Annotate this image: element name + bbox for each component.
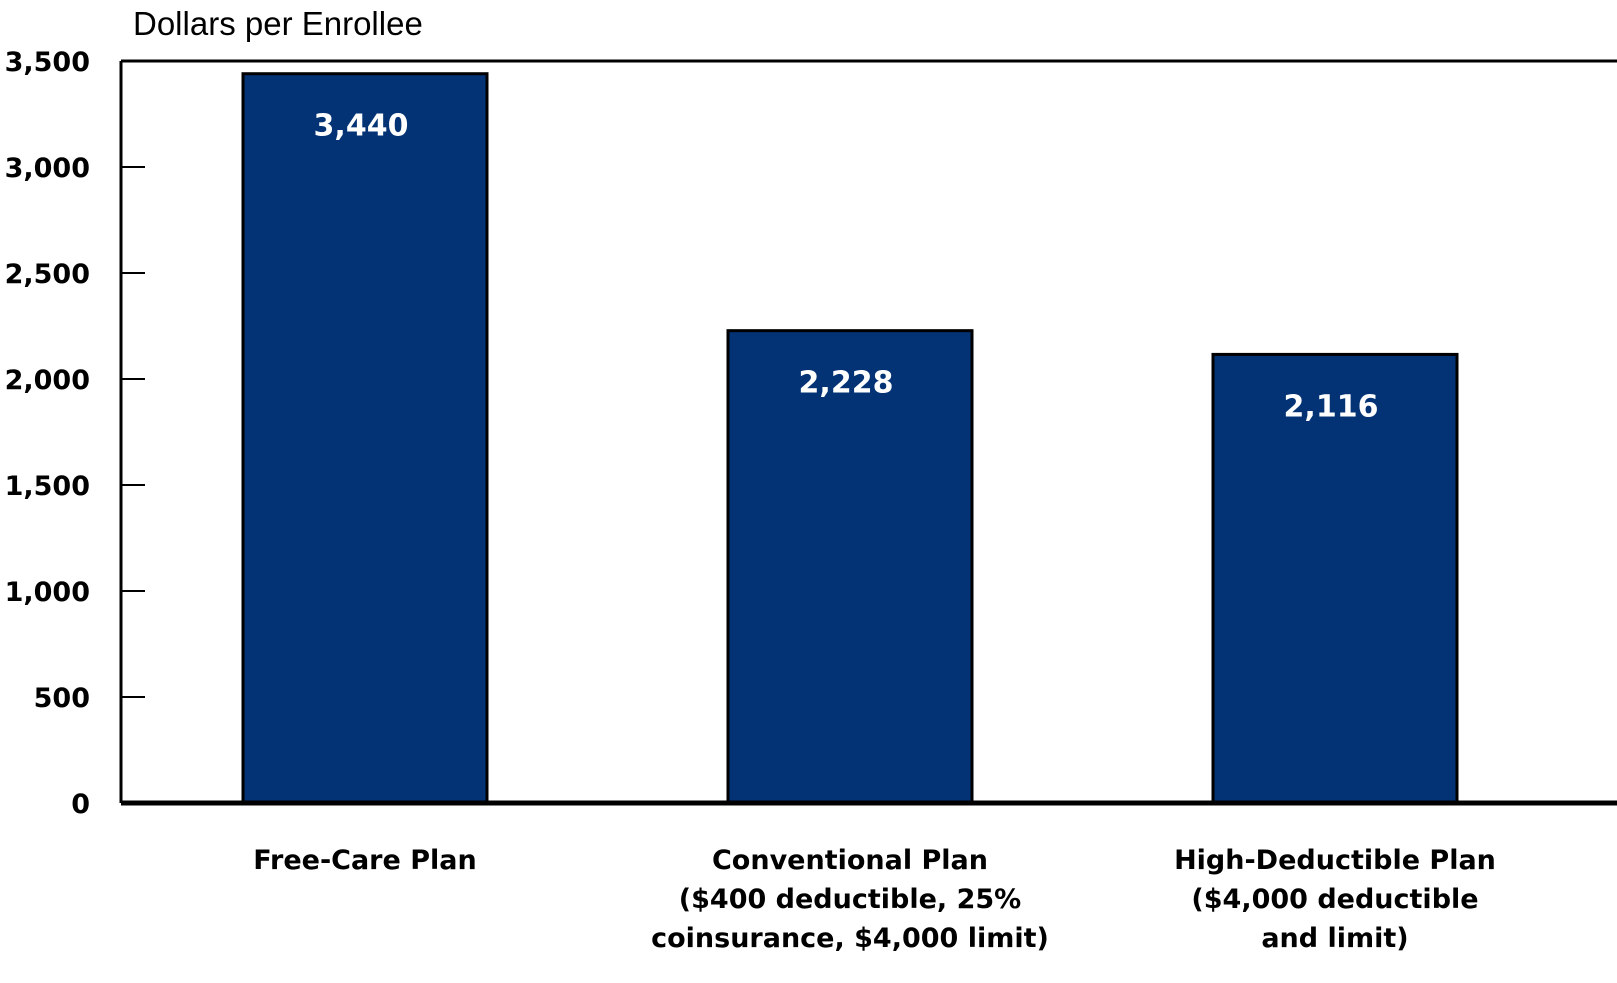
x-category-label-line: and limit) [1261,923,1408,954]
y-tick-label: 500 [34,683,90,714]
category-labels: Free-Care Plan Conventional Plan ($400 ded… [253,845,1496,954]
x-category-label-line: ($400 deductible, 25% [679,884,1021,915]
x-category-label: High-Deductible Plan ($4,000 deductible an… [1174,845,1496,954]
y-axis-ticks: 0 500 1,000 1,500 2,000 2,500 3,000 3,500 [5,47,145,820]
y-tick-label: 1,000 [5,577,90,608]
x-category-label-line: ($4,000 deductible [1191,884,1478,915]
data-label: 2,116 [1284,389,1379,424]
x-category-label-line: High-Deductible Plan [1174,845,1496,876]
x-category-label: Conventional Plan ($400 deductible, 25% co… [651,845,1049,954]
plot-frame [119,59,1617,806]
y-tick-label: 3,000 [5,153,90,184]
y-tick-label: 2,000 [5,365,90,396]
x-category-label-line: Conventional Plan [712,845,988,876]
y-axis-label: Dollars per Enrollee [133,5,423,42]
y-tick-label: 3,500 [5,47,90,78]
y-tick-label: 1,500 [5,471,90,502]
x-category-label-line: Free-Care Plan [253,845,476,876]
y-tick-label: 0 [71,789,90,820]
bar [241,72,489,805]
data-label: 3,440 [314,109,409,144]
y-tick-label: 2,500 [5,259,90,290]
bar [726,329,974,805]
x-category-label-line: coinsurance, $4,000 limit) [651,923,1049,954]
bars: 3,440 2,228 2,116 [241,72,1459,805]
x-category-label: Free-Care Plan [253,845,476,876]
data-label: 2,228 [799,366,894,401]
